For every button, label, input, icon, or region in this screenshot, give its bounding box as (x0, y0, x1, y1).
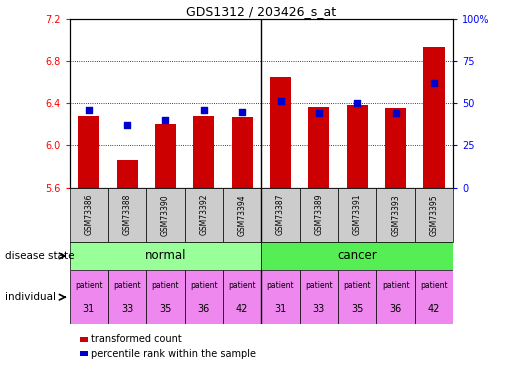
Bar (146, 270, 184, 324)
Text: 35: 35 (351, 304, 364, 314)
Text: transformed count: transformed count (91, 334, 181, 344)
Text: GSM73386: GSM73386 (84, 194, 93, 236)
Text: patient: patient (267, 281, 295, 290)
Bar (261, 242, 453, 270)
Bar (415, 270, 453, 324)
Title: GDS1312 / 203426_s_at: GDS1312 / 203426_s_at (186, 4, 336, 18)
Bar (423, 47, 444, 188)
Text: 35: 35 (159, 304, 171, 314)
Text: patient: patient (420, 281, 448, 290)
Text: GSM73391: GSM73391 (353, 194, 362, 236)
Text: 36: 36 (389, 304, 402, 314)
Bar (184, 188, 223, 242)
Bar (223, 270, 261, 324)
Text: 42: 42 (428, 304, 440, 314)
Text: 33: 33 (121, 304, 133, 314)
Text: GSM73395: GSM73395 (430, 194, 438, 236)
Point (315, 110, 323, 116)
Text: patient: patient (113, 281, 141, 290)
Bar (223, 188, 261, 242)
Point (161, 117, 169, 123)
Bar (376, 188, 415, 242)
Bar (78, 116, 99, 188)
Text: patient: patient (75, 281, 102, 290)
Text: patient: patient (190, 281, 218, 290)
Bar (270, 77, 291, 188)
Text: percentile rank within the sample: percentile rank within the sample (91, 349, 255, 358)
Text: GSM73387: GSM73387 (276, 194, 285, 236)
Text: 31: 31 (274, 304, 287, 314)
Text: 33: 33 (313, 304, 325, 314)
Text: 42: 42 (236, 304, 248, 314)
Text: disease state: disease state (5, 251, 75, 261)
Bar (261, 270, 300, 324)
Text: patient: patient (344, 281, 371, 290)
Bar (116, 160, 138, 188)
Text: GSM73392: GSM73392 (199, 194, 208, 236)
Text: GSM73388: GSM73388 (123, 194, 131, 236)
Bar (70, 270, 108, 324)
Bar (300, 270, 338, 324)
Point (200, 107, 208, 113)
Bar (385, 108, 406, 188)
Bar (232, 117, 253, 188)
Bar (155, 124, 176, 188)
Text: 31: 31 (82, 304, 95, 314)
Text: GSM73390: GSM73390 (161, 194, 170, 236)
Bar (261, 188, 300, 242)
Text: 36: 36 (198, 304, 210, 314)
Point (84, 107, 93, 113)
Text: GSM73393: GSM73393 (391, 194, 400, 236)
Bar (300, 188, 338, 242)
Point (123, 122, 131, 128)
Point (353, 100, 362, 106)
Text: cancer: cancer (337, 249, 377, 262)
Bar (70, 188, 108, 242)
Bar (108, 270, 146, 324)
Bar (338, 188, 376, 242)
Point (391, 110, 400, 116)
Bar (146, 188, 184, 242)
Bar (70, 242, 261, 270)
Bar (108, 188, 146, 242)
Point (277, 99, 285, 105)
Text: normal: normal (145, 249, 186, 262)
Bar (193, 116, 214, 188)
Text: individual: individual (5, 292, 56, 302)
Bar (338, 270, 376, 324)
Text: patient: patient (228, 281, 256, 290)
Point (238, 109, 246, 115)
Text: GSM73394: GSM73394 (238, 194, 247, 236)
Text: patient: patient (151, 281, 179, 290)
Bar (415, 188, 453, 242)
Text: patient: patient (305, 281, 333, 290)
Bar (308, 107, 330, 188)
Bar (184, 270, 223, 324)
Text: GSM73389: GSM73389 (315, 194, 323, 236)
Bar (347, 105, 368, 188)
Point (430, 80, 438, 86)
Bar (376, 270, 415, 324)
Text: patient: patient (382, 281, 409, 290)
